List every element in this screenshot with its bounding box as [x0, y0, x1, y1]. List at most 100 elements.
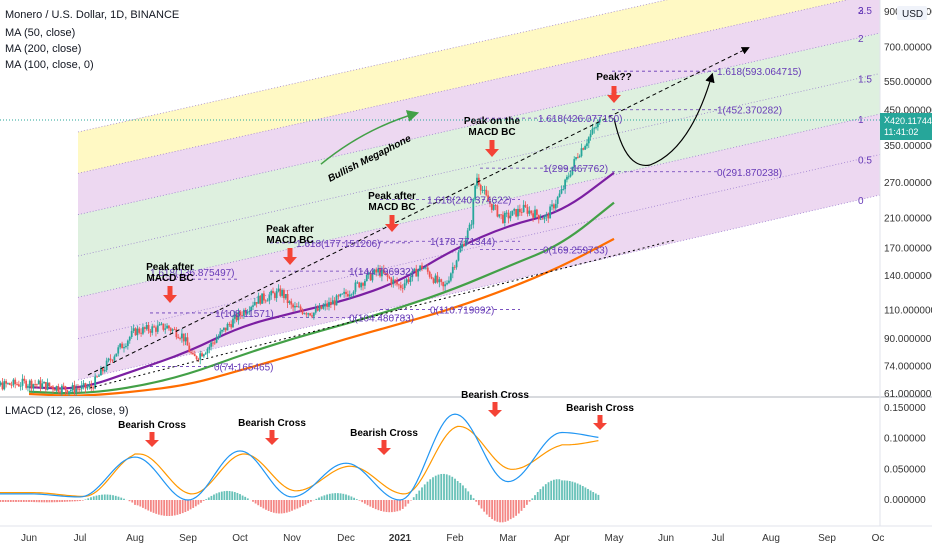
down-arrow-icon	[485, 149, 499, 157]
candle-body	[328, 301, 330, 307]
down-arrow-icon	[265, 438, 279, 445]
macd-histogram-bar	[553, 479, 555, 500]
macd-histogram-bar	[103, 494, 106, 500]
macd-histogram-bar	[81, 500, 84, 501]
down-arrow-icon	[145, 440, 159, 447]
candle-body	[107, 358, 110, 361]
candle-body	[199, 353, 202, 360]
candle-body	[17, 384, 20, 387]
macd-histogram-bar	[272, 500, 275, 513]
macd-histogram-bar	[571, 481, 574, 500]
macd-histogram-bar	[462, 485, 464, 500]
candle-body	[419, 265, 421, 271]
macd-histogram-bar	[369, 500, 372, 507]
candle-body	[125, 345, 127, 348]
macd-histogram-bar	[76, 500, 79, 502]
macd-histogram-bar	[228, 491, 231, 500]
candle-body	[421, 265, 423, 269]
candle-body	[365, 274, 368, 281]
macd-histogram-bar	[163, 500, 166, 516]
currency-badge[interactable]	[897, 6, 927, 20]
macd-tick-label: 0.100000	[884, 434, 926, 445]
candle-body	[474, 185, 477, 200]
candle-body	[553, 204, 555, 209]
candle-body	[252, 305, 254, 307]
candle-body	[444, 284, 446, 287]
candle-body	[53, 389, 56, 391]
macd-histogram-bar	[485, 500, 488, 515]
macd-histogram-bar	[131, 500, 134, 503]
macd-histogram-bar	[15, 500, 17, 502]
macd-histogram-bar	[38, 500, 41, 503]
macd-histogram-bar	[114, 495, 117, 500]
macd-histogram-bar	[320, 496, 323, 500]
time-tick-label: Jul	[712, 533, 725, 544]
lower-trend-line	[89, 239, 676, 389]
macd-histogram-bar	[4, 500, 7, 502]
macd-histogram-bar	[293, 500, 296, 510]
macd-histogram-bar	[404, 500, 407, 507]
candle-body	[455, 260, 458, 268]
candle-body	[587, 137, 590, 144]
macd-histogram-bar	[101, 494, 103, 500]
candle-body	[551, 204, 553, 207]
price-tick-label: 700.000000	[884, 43, 932, 54]
candle-body	[41, 383, 44, 389]
price-tick-label: 550.000000	[884, 77, 932, 88]
macd-histogram-bar	[426, 481, 429, 500]
candle-body	[388, 276, 391, 279]
candle-body	[428, 271, 431, 277]
macd-histogram-bar	[25, 500, 28, 502]
macd-histogram-bar	[200, 500, 202, 503]
candle-body	[232, 318, 234, 328]
macd-histogram-bar	[328, 493, 331, 500]
candle-body	[490, 203, 493, 210]
candle-body	[364, 280, 366, 286]
candle-body	[166, 325, 168, 329]
macd-histogram-bar	[20, 500, 23, 502]
macd-histogram-bar	[342, 493, 345, 500]
signal-line	[0, 425, 599, 497]
candle-body	[59, 391, 62, 393]
macd-histogram-bar	[226, 490, 228, 500]
candle-body	[448, 280, 450, 283]
candle-body	[394, 279, 397, 282]
time-tick-label: Jul	[74, 533, 87, 544]
macd-histogram-bar	[280, 500, 283, 514]
macd-histogram-bar	[189, 500, 192, 510]
macd-histogram-bar	[176, 500, 179, 515]
bearish-cross-label: Bearish Cross	[461, 390, 529, 401]
candle-body	[541, 218, 544, 220]
candle-body	[155, 327, 157, 332]
time-tick-label: Aug	[126, 533, 144, 544]
candle-body	[158, 324, 161, 326]
down-arrow-icon	[489, 140, 495, 149]
candle-body	[186, 337, 189, 346]
macd-histogram-bar	[244, 496, 247, 500]
candle-body	[101, 368, 104, 372]
megaphone-arrow	[320, 110, 420, 165]
candle-body	[554, 203, 557, 209]
moving-averages	[28, 171, 615, 396]
macd-histogram-bar	[581, 486, 584, 500]
macd-histogram-bar	[12, 500, 15, 502]
ma50-line	[28, 171, 615, 390]
candle-body	[498, 214, 501, 217]
candle-body	[0, 382, 2, 385]
candle-body	[27, 385, 29, 388]
macd-histogram-bar	[173, 500, 176, 516]
candle-body	[10, 384, 13, 386]
candle-body	[90, 384, 93, 388]
candle-body	[424, 267, 427, 269]
candle-body	[312, 312, 315, 317]
macd-histogram-bar	[165, 500, 168, 516]
candle-body	[509, 215, 512, 219]
macd-histogram-bar	[388, 500, 391, 513]
macd-histogram-bar	[374, 500, 377, 510]
candle-body	[147, 324, 150, 331]
time-tick-label: Feb	[446, 533, 464, 544]
bearish-cross-label: Bearish Cross	[350, 428, 418, 439]
candle-body	[369, 272, 372, 281]
candle-body	[547, 214, 550, 219]
candle-body	[239, 311, 242, 316]
